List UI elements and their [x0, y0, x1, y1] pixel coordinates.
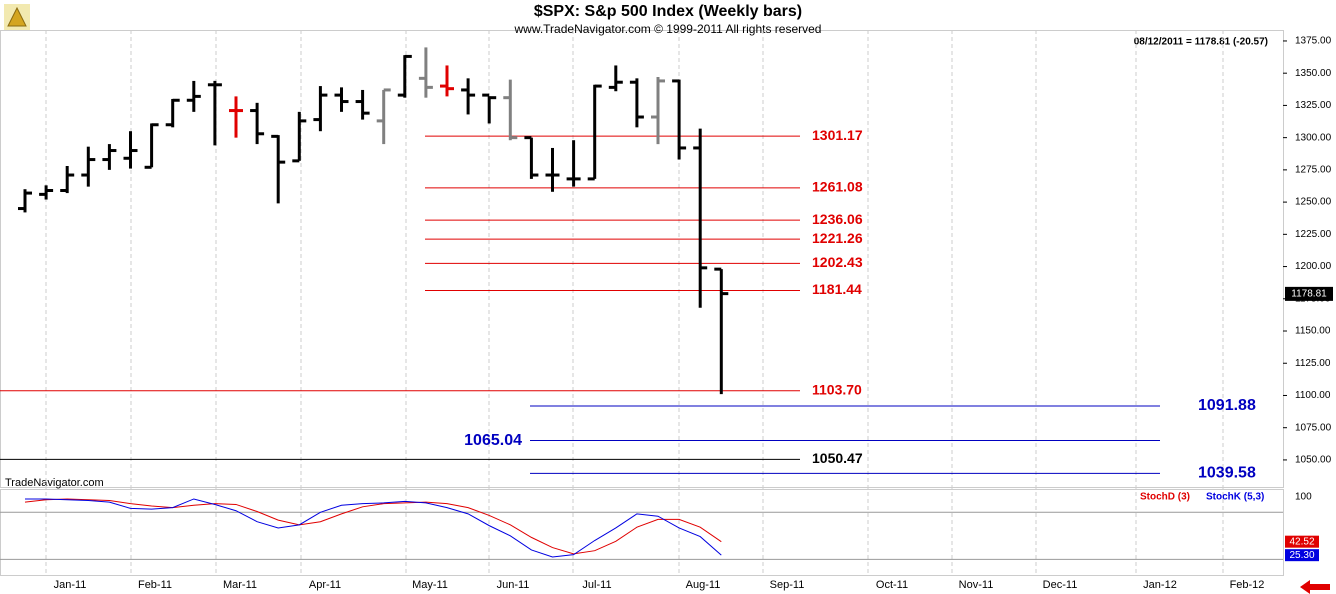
x-tick-label: Apr-11 [309, 579, 341, 591]
chart-subtitle: www.TradeNavigator.com © 1999-2011 All r… [514, 22, 822, 36]
scroll-arrow[interactable] [1300, 580, 1330, 594]
x-tick-label: Sep-11 [770, 579, 805, 591]
y-tick-label: 1150.00 [1295, 326, 1331, 337]
x-tick-label: Feb-11 [138, 579, 172, 591]
indicator-line [24, 498, 722, 555]
y-tick-label: 1100.00 [1295, 390, 1331, 401]
price-panel [0, 30, 1284, 488]
x-tick-label: Dec-11 [1043, 579, 1078, 591]
level-label: 1091.88 [1198, 397, 1256, 414]
x-tick-label: Jan-12 [1143, 579, 1177, 591]
chart-title: $SPX: S&p 500 Index (Weekly bars) [534, 3, 802, 20]
legend-entry: StochK (5,3) [1206, 492, 1264, 503]
y-tick-label: 1250.00 [1295, 197, 1332, 208]
price-tag [1285, 286, 1333, 301]
logo [4, 4, 30, 30]
level-label: 1202.43 [812, 254, 863, 270]
level-label: 1065.04 [464, 432, 522, 449]
level-label: 1181.44 [812, 281, 862, 297]
y-tick-label: 1350.00 [1295, 68, 1332, 79]
y-tick-label: 1200.00 [1295, 261, 1332, 272]
level-label: 1301.17 [812, 127, 863, 143]
indicator-tick-label: 100 [1295, 491, 1312, 502]
x-tick-label: Feb-12 [1230, 579, 1265, 591]
indicator-tag-label: 42.52 [1289, 536, 1314, 547]
x-tick-label: Mar-11 [223, 579, 257, 591]
y-tick-label: 1275.00 [1295, 165, 1332, 176]
x-tick-label: Nov-11 [959, 579, 994, 591]
level-label: 1221.26 [812, 230, 863, 246]
y-tick-label: 1375.00 [1295, 36, 1332, 47]
y-tick-label: 1075.00 [1295, 422, 1332, 433]
indicator-tag-label: 25.30 [1289, 550, 1314, 561]
level-label: 1236.06 [812, 211, 863, 227]
quote: 08/12/2011 = 1178.81 (-20.57) [1134, 37, 1268, 48]
level-label: 1103.70 [812, 381, 862, 397]
y-tick-label: 1325.00 [1295, 100, 1332, 111]
legend-entry: StochD (3) [1140, 492, 1190, 503]
x-tick-label: Jun-11 [497, 579, 530, 591]
x-tick-label: Aug-11 [686, 579, 721, 591]
indicator-panel [0, 489, 1284, 576]
price-tag-label: 1178.81 [1291, 289, 1327, 300]
x-tick-label: Oct-11 [876, 579, 908, 591]
level-label: 1261.08 [812, 179, 863, 195]
y-tick-label: 1300.00 [1295, 132, 1332, 143]
y-tick-label: 1125.00 [1295, 358, 1331, 369]
indicator-tag [1285, 535, 1319, 548]
level-label: 1039.58 [1198, 465, 1256, 482]
indicator-line [25, 498, 722, 558]
y-tick-label: 1050.00 [1295, 455, 1332, 466]
x-tick-label: Jan-11 [54, 579, 87, 591]
indicator-tag [1285, 549, 1319, 562]
x-tick-label: Jul-11 [582, 579, 611, 591]
x-tick-label: May-11 [412, 579, 448, 591]
level-label: 1050.47 [812, 450, 863, 466]
indicator-label: TradeNavigator.com [5, 477, 104, 489]
y-tick-label: 1225.00 [1295, 229, 1332, 240]
